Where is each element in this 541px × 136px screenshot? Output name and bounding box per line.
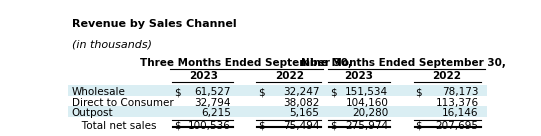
Text: $: $ bbox=[329, 87, 337, 97]
Text: Three Months Ended September 30,: Three Months Ended September 30, bbox=[140, 58, 352, 68]
Text: Outpost: Outpost bbox=[72, 108, 114, 118]
Text: Wholesale: Wholesale bbox=[72, 87, 126, 97]
Text: 2022: 2022 bbox=[275, 71, 305, 81]
Text: $: $ bbox=[329, 121, 337, 131]
Text: 275,974: 275,974 bbox=[345, 121, 388, 131]
Text: Direct to Consumer: Direct to Consumer bbox=[72, 98, 174, 108]
Text: 6,215: 6,215 bbox=[201, 108, 231, 118]
Text: 2023: 2023 bbox=[345, 71, 373, 81]
Text: Revenue by Sales Channel: Revenue by Sales Channel bbox=[72, 19, 236, 30]
Text: 2022: 2022 bbox=[433, 71, 461, 81]
Text: 75,494: 75,494 bbox=[283, 121, 319, 131]
Text: 151,534: 151,534 bbox=[345, 87, 388, 97]
Text: Nine Months Ended September 30,: Nine Months Ended September 30, bbox=[301, 58, 505, 68]
Text: 78,173: 78,173 bbox=[442, 87, 478, 97]
Text: 207,695: 207,695 bbox=[436, 121, 478, 131]
Text: $: $ bbox=[259, 87, 265, 97]
Text: 113,376: 113,376 bbox=[436, 98, 478, 108]
Text: 16,146: 16,146 bbox=[442, 108, 478, 118]
Text: 32,794: 32,794 bbox=[195, 98, 231, 108]
Text: 100,536: 100,536 bbox=[188, 121, 231, 131]
Text: 38,082: 38,082 bbox=[283, 98, 319, 108]
Bar bbox=[68, 85, 487, 96]
Text: 104,160: 104,160 bbox=[346, 98, 388, 108]
Text: 5,165: 5,165 bbox=[289, 108, 319, 118]
Text: $: $ bbox=[259, 121, 265, 131]
Text: 2023: 2023 bbox=[189, 71, 219, 81]
Text: 61,527: 61,527 bbox=[195, 87, 231, 97]
Text: $: $ bbox=[415, 87, 422, 97]
Text: $: $ bbox=[175, 121, 181, 131]
Text: $: $ bbox=[415, 121, 422, 131]
Text: $: $ bbox=[175, 87, 181, 97]
Text: Total net sales: Total net sales bbox=[72, 121, 156, 131]
Bar bbox=[68, 106, 487, 117]
Text: 32,247: 32,247 bbox=[283, 87, 319, 97]
Text: (in thousands): (in thousands) bbox=[72, 39, 152, 49]
Text: 20,280: 20,280 bbox=[352, 108, 388, 118]
